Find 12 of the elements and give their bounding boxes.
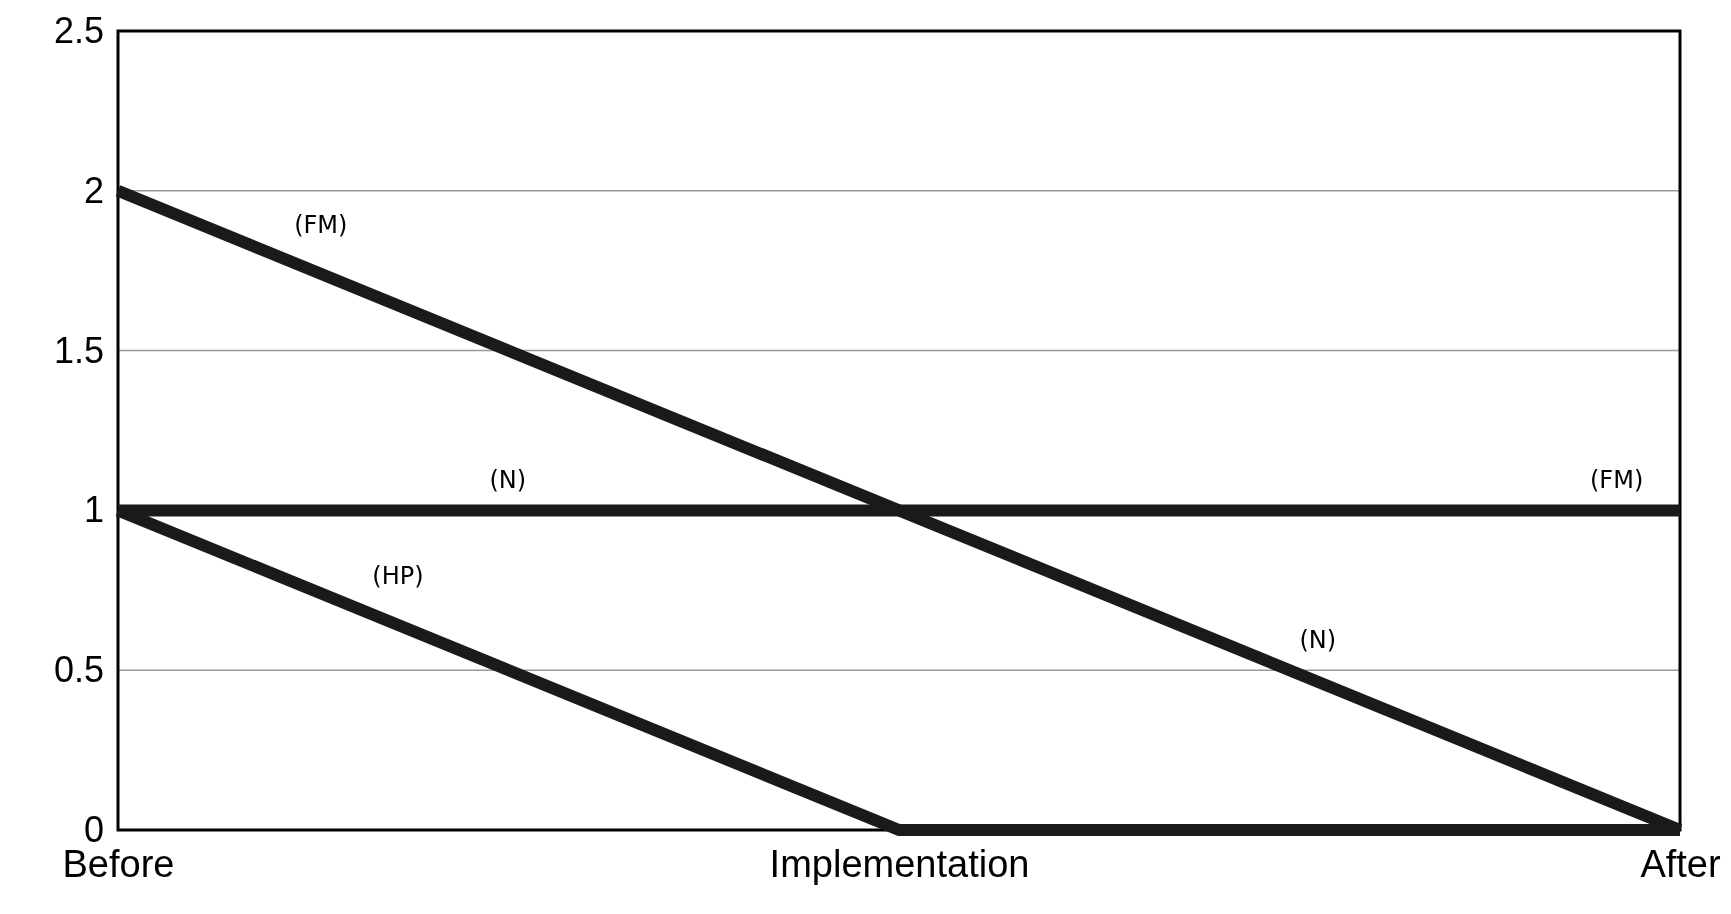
y-tick-label: 2 xyxy=(83,169,104,211)
y-tick-label: 1.5 xyxy=(53,329,104,371)
y-tick-label: 1 xyxy=(83,489,104,531)
x-tick-label: Implementation xyxy=(769,842,1030,885)
annotation: (N) xyxy=(1299,626,1337,655)
series-label: (N) xyxy=(489,466,527,495)
series-label: (FM) xyxy=(294,210,348,239)
y-tick-label: 0.5 xyxy=(53,649,104,691)
y-tick-label: 2.5 xyxy=(53,10,104,52)
series-label: (HP) xyxy=(372,562,424,591)
x-tick-label: After xyxy=(1640,842,1721,885)
annotation: (FM) xyxy=(1590,466,1644,495)
